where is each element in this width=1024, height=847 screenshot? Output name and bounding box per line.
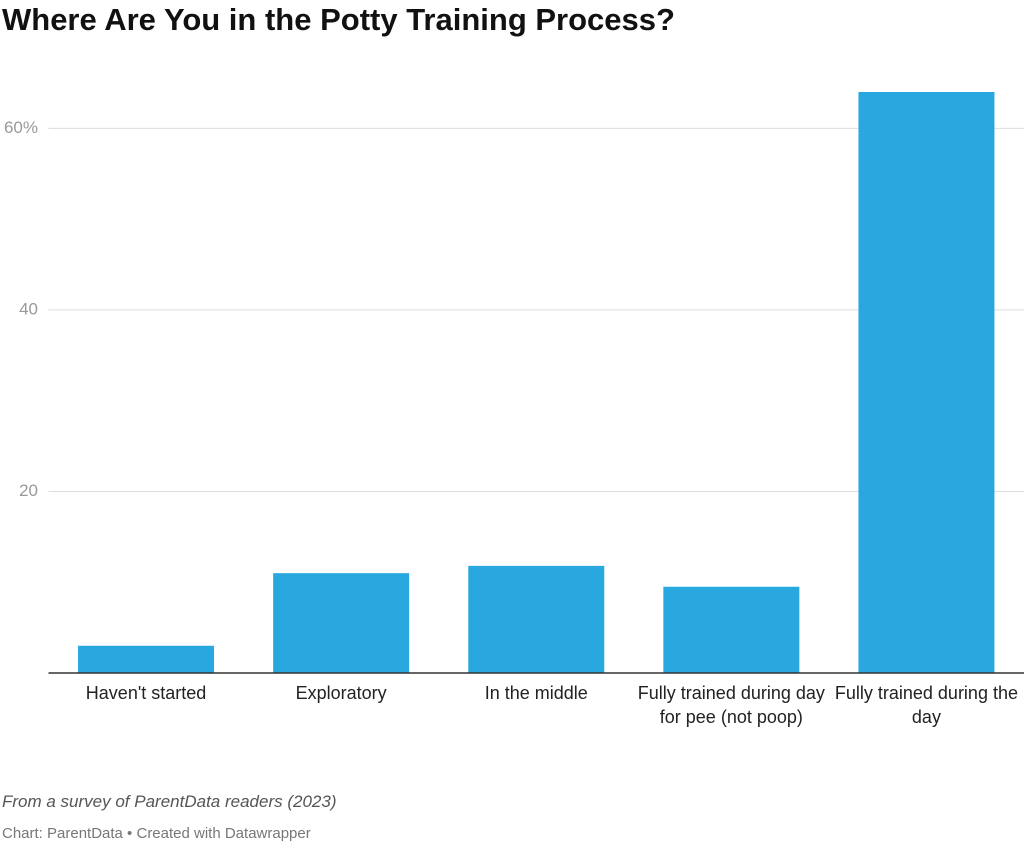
y-tick-label: 60% <box>4 118 38 137</box>
y-tick-label: 40 <box>19 299 38 318</box>
bar <box>273 573 410 673</box>
source: Chart: ParentData • Created with Datawra… <box>2 825 311 842</box>
bar <box>663 586 800 673</box>
y-tick-label: 20 <box>19 481 38 500</box>
x-tick-label: In the middle <box>484 683 588 703</box>
x-tick-label: Exploratory <box>295 683 387 703</box>
x-tick-label: Fully trained during the day <box>834 683 1018 727</box>
note: From a survey of ParentData readers (202… <box>2 792 337 811</box>
chart-title: Where Are You in the Potty Training Proc… <box>2 2 675 37</box>
bar <box>78 645 215 673</box>
bar <box>468 565 605 673</box>
x-tick-label: Fully trained during day for pee (not po… <box>637 683 825 727</box>
bar <box>858 92 995 673</box>
x-tick-label: Haven't started <box>85 683 207 703</box>
